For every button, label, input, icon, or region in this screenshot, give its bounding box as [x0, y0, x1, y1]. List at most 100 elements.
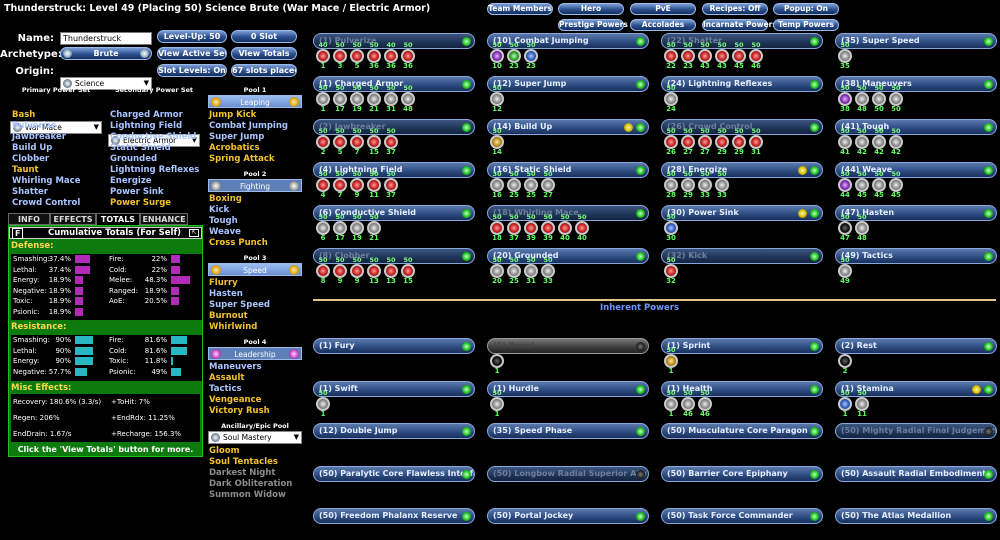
- recipes-button[interactable]: Recipes: Off: [702, 3, 768, 15]
- power-list-item[interactable]: Hasten: [209, 289, 243, 299]
- origin-select[interactable]: Science ▼: [60, 77, 152, 90]
- tab-totals[interactable]: TOTALS: [96, 213, 140, 225]
- enhancement-slot[interactable]: 50 29: [715, 128, 729, 156]
- incarnate-powers-button[interactable]: Incarnate Powers: [702, 19, 777, 31]
- enhancement-slot[interactable]: 50 20: [490, 257, 504, 285]
- enhancement-slot[interactable]: 50 19: [350, 214, 364, 242]
- epic-pool-select[interactable]: Soul Mastery ▼: [208, 431, 302, 444]
- power-list-item[interactable]: Lightning Reflexes: [110, 165, 200, 175]
- enhancement-slot[interactable]: 50 13: [367, 257, 381, 285]
- enhancement-slot[interactable]: 50 21: [367, 85, 381, 113]
- power-list-item[interactable]: Boxing: [209, 194, 242, 204]
- enhancement-slot[interactable]: 50 48: [855, 214, 869, 242]
- enhancement-slot[interactable]: 50 2: [316, 128, 330, 156]
- enhancement-slot[interactable]: 50 7: [350, 128, 364, 156]
- power-slot-bar[interactable]: (41) Tough: [835, 119, 997, 135]
- enhancement-slot[interactable]: 50 1: [664, 389, 678, 417]
- power-list-item[interactable]: Maneuvers: [209, 362, 262, 372]
- enhancement-slot[interactable]: 50 41: [838, 128, 852, 156]
- power-slot-bar[interactable]: (1) Swift: [313, 380, 475, 397]
- enhancement-slot[interactable]: 50 10: [490, 42, 504, 70]
- power-slot-bar[interactable]: (10) Combat Jumping: [487, 33, 649, 49]
- power-list-item[interactable]: Weave: [209, 227, 241, 237]
- enhancement-slot[interactable]: 40 1: [316, 42, 330, 70]
- power-list-item[interactable]: Dark Obliteration: [209, 479, 293, 489]
- power-list-item[interactable]: Power Surge: [110, 198, 172, 208]
- enhancement-slot[interactable]: 50 45: [732, 42, 746, 70]
- enhancement-slot[interactable]: 50 25: [524, 171, 538, 199]
- power-slot-bar[interactable]: (1) Pulverize: [313, 33, 475, 49]
- power-list-item[interactable]: Grounded: [110, 154, 158, 164]
- enhancement-slot[interactable]: 50 23: [524, 42, 538, 70]
- power-slot-bar[interactable]: (20) Grounded: [487, 248, 649, 264]
- enhancement-slot[interactable]: 50 17: [333, 85, 347, 113]
- enhancement-slot[interactable]: 30 16: [490, 171, 504, 199]
- power-list-item[interactable]: Jump Kick: [209, 110, 257, 120]
- slot-levels-button[interactable]: Slot Levels: On: [157, 64, 227, 77]
- power-slot-bar[interactable]: (8) Clobber: [313, 248, 475, 264]
- tab-effects[interactable]: EFFECTS: [50, 213, 96, 225]
- power-list-item[interactable]: Conductive Shield: [110, 132, 197, 142]
- enhancement-slot[interactable]: 50 24: [664, 85, 678, 113]
- power-list-item[interactable]: Build Up: [12, 143, 53, 153]
- power-slot-bar[interactable]: (1) Stamina: [835, 380, 997, 397]
- power-list-item[interactable]: Acrobatics: [209, 143, 260, 153]
- enhancement-slot[interactable]: 50 48: [855, 85, 869, 113]
- enhancement-slot[interactable]: 50 37: [384, 128, 398, 156]
- primary-set-select[interactable]: War Mace ▼: [10, 121, 102, 134]
- enhancement-slot[interactable]: 50 1: [316, 389, 330, 417]
- power-list-item[interactable]: Power Sink: [110, 187, 164, 197]
- power-slot-bar[interactable]: (1) Sprint: [661, 338, 823, 354]
- enhancement-slot[interactable]: 50 17: [333, 214, 347, 242]
- enhancement-slot[interactable]: 50 4: [316, 171, 330, 199]
- enhancement-slot[interactable]: 50 11: [367, 171, 381, 199]
- pve-button[interactable]: PvE: [630, 3, 696, 15]
- enhancement-slot[interactable]: 50 26: [664, 128, 678, 156]
- enhancement-slot[interactable]: 50 47: [838, 214, 852, 242]
- power-list-item[interactable]: Vengeance: [209, 395, 262, 405]
- power-list-item[interactable]: Darkest Night: [209, 468, 276, 478]
- enhancement-slot[interactable]: 50 49: [838, 257, 852, 285]
- view-active-sets-button[interactable]: View Active Sets: [157, 47, 227, 60]
- power-slot-bar[interactable]: (35) Speed Phase: [487, 423, 649, 439]
- power-slot-bar[interactable]: (1) Fury: [313, 338, 475, 354]
- pool-select[interactable]: Leadership: [208, 347, 302, 360]
- enhancement-slot[interactable]: 50 33: [541, 257, 555, 285]
- temp-powers-button[interactable]: Temp Powers: [773, 19, 839, 31]
- enhancement-slot[interactable]: 50 38: [838, 85, 852, 113]
- power-list-item[interactable]: Tough: [209, 216, 238, 226]
- enhancement-slot[interactable]: 50 35: [838, 42, 852, 70]
- enhancement-slot[interactable]: 50 3: [333, 42, 347, 70]
- prestige-powers-button[interactable]: Prestige Powers: [558, 19, 628, 31]
- accolades-button[interactable]: Accolades: [630, 19, 696, 31]
- enhancement-slot[interactable]: 50 46: [749, 42, 763, 70]
- enhancement-slot[interactable]: 50 44: [838, 171, 852, 199]
- enhancement-slot[interactable]: 50 27: [681, 128, 695, 156]
- enhancement-slot[interactable]: 50 12: [490, 85, 504, 113]
- team-members-button[interactable]: Team Members: [487, 3, 553, 15]
- enhancement-slot[interactable]: 50 6: [316, 214, 330, 242]
- enhancement-slot[interactable]: 2: [838, 347, 852, 375]
- power-slot-bar[interactable]: (18) Whirling Mace: [487, 205, 649, 221]
- enhancement-slot[interactable]: 50 43: [698, 42, 712, 70]
- power-list-item[interactable]: Burnout: [209, 311, 248, 321]
- tab-info[interactable]: INFO: [8, 213, 50, 225]
- power-list-item[interactable]: Spring Attack: [209, 154, 275, 164]
- enhancement-slot[interactable]: 50 37: [384, 171, 398, 199]
- enhancement-slot[interactable]: 50 46: [681, 389, 695, 417]
- enhancement-slot[interactable]: 50 45: [855, 171, 869, 199]
- power-slot-bar[interactable]: (30) Power Sink: [661, 205, 823, 221]
- power-list-item[interactable]: Tactics: [209, 384, 242, 394]
- enhancement-slot[interactable]: 50 33: [715, 171, 729, 199]
- power-list-item[interactable]: Whirlwind: [209, 322, 258, 332]
- power-slot-bar[interactable]: (2) Jawbreaker: [313, 119, 475, 135]
- power-list-item[interactable]: Whirling Mace: [12, 176, 81, 186]
- enhancement-slot[interactable]: 50 25: [507, 171, 521, 199]
- enhancement-slot[interactable]: 1: [490, 347, 504, 375]
- power-list-item[interactable]: Gloom: [209, 446, 240, 456]
- enhancement-slot[interactable]: 50 29: [681, 171, 695, 199]
- enhancement-slot[interactable]: 50 45: [889, 171, 903, 199]
- power-list-item[interactable]: Charged Armor: [110, 110, 183, 120]
- slot-button[interactable]: 0 Slot: [231, 30, 297, 43]
- power-slot-bar[interactable]: (1) Health: [661, 380, 823, 397]
